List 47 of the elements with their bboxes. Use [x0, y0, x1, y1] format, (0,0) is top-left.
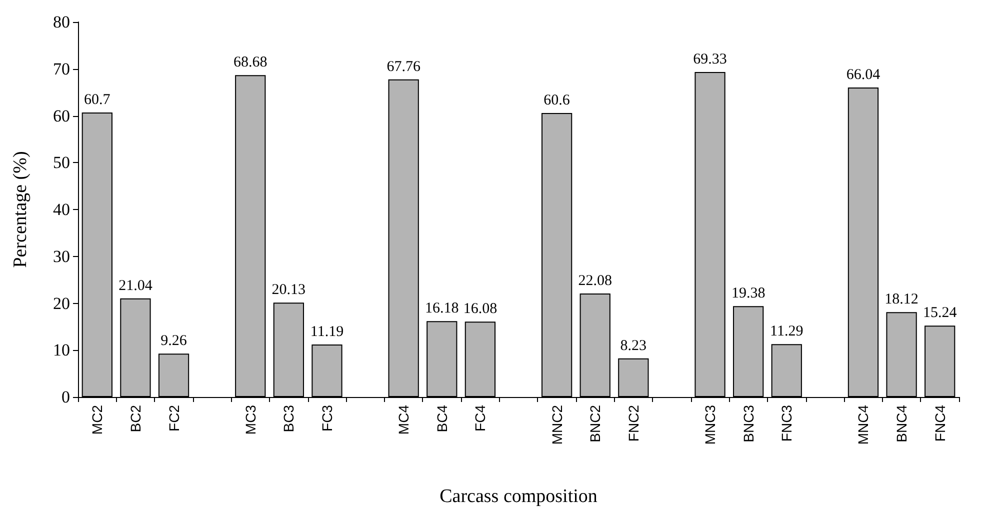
- data-label: 16.08: [463, 301, 498, 318]
- y-tick-label: 70: [53, 59, 70, 78]
- x-tick-label: BNC3: [740, 404, 756, 442]
- x-tick-label: BNC2: [587, 404, 604, 442]
- x-tick-label: FC2: [166, 404, 182, 432]
- data-label: 60.6: [544, 92, 570, 108]
- data-label: 8.23: [620, 338, 647, 354]
- data-label: 68.68: [233, 54, 268, 71]
- y-tick-label: 80: [53, 12, 70, 32]
- data-label: 67.76: [386, 58, 421, 75]
- x-tick-label: FC4: [472, 404, 488, 432]
- data-label: 20.13: [272, 282, 306, 298]
- data-label: 16.18: [425, 300, 459, 317]
- y-tick-label: 20: [53, 294, 70, 313]
- data-label: 15.24: [922, 305, 958, 322]
- y-tick-label: 60: [53, 106, 70, 126]
- data-label: 60.7: [84, 92, 111, 108]
- y-tick-label: 40: [53, 200, 70, 219]
- data-label: 21.04: [118, 278, 153, 294]
- x-tick-label: BC4: [434, 404, 450, 432]
- y-tick-label: 50: [53, 153, 70, 172]
- y-axis-title: Percentage (%): [10, 151, 31, 268]
- data-label: 11.29: [770, 324, 804, 340]
- x-tick-label: MC2: [89, 404, 106, 435]
- x-tick-label: FNC4: [932, 404, 948, 442]
- data-label: 19.38: [731, 286, 766, 302]
- x-tick-label: MNC4: [855, 404, 872, 445]
- data-label: 11.19: [310, 324, 344, 340]
- x-tick-label: MNC3: [702, 404, 718, 445]
- x-tick-label: FNC2: [625, 404, 642, 442]
- x-tick-label: MC4: [396, 404, 412, 435]
- x-tick-label: BC2: [127, 404, 144, 432]
- y-tick-label: 30: [53, 246, 70, 266]
- y-tick-label: 10: [53, 340, 70, 360]
- x-tick-label: FC3: [318, 404, 335, 432]
- x-tick-label: MC3: [242, 404, 258, 435]
- x-tick-label: MNC2: [548, 404, 565, 445]
- y-tick-label: 0: [62, 388, 70, 406]
- x-tick-label: BC3: [280, 404, 297, 432]
- data-label: 22.08: [578, 273, 612, 289]
- data-label: 69.33: [693, 52, 727, 68]
- x-tick-label: BNC4: [894, 404, 910, 442]
- data-label: 18.12: [884, 292, 918, 308]
- data-label: 9.26: [160, 333, 188, 350]
- x-axis-title: Carcass composition: [440, 486, 598, 507]
- data-label: 66.04: [846, 66, 881, 83]
- x-tick-label: FNC3: [778, 404, 795, 442]
